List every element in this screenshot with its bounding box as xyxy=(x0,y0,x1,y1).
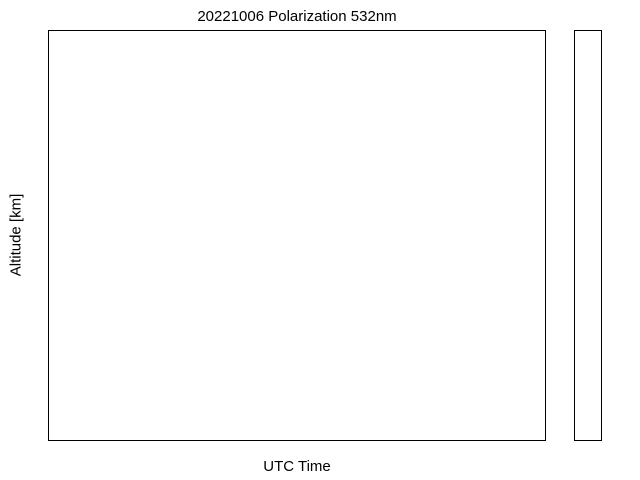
heatmap-canvas xyxy=(49,31,545,440)
chart-title: 20221006 Polarization 532nm xyxy=(197,8,397,25)
colorbar xyxy=(574,30,602,441)
y-axis-label: Altitude [km] xyxy=(7,193,25,277)
colorbar-canvas xyxy=(575,31,601,440)
x-axis-label: UTC Time xyxy=(263,458,331,475)
plot-area xyxy=(48,30,546,441)
